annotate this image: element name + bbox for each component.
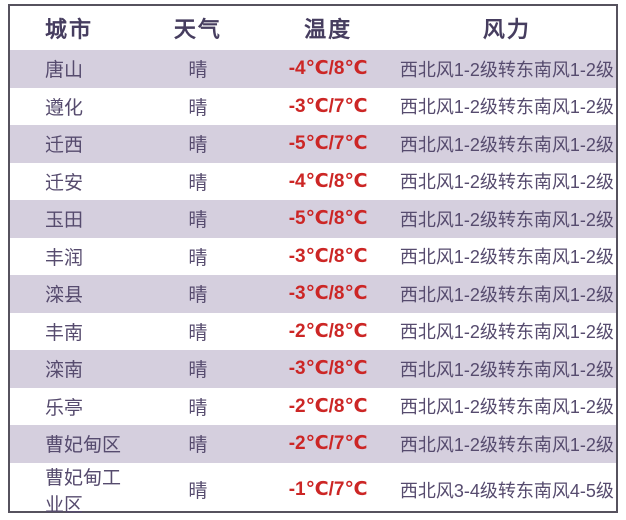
city-cell: 遵化 <box>45 97 84 119</box>
city-cell: 曹妃甸区 <box>10 425 138 463</box>
table-row: 唐山 晴 -4℃/8℃ 西北风1-2级转东南风1-2级 <box>10 50 616 88</box>
temperature-cell: -2℃/7℃ <box>258 425 398 463</box>
wind-cell: 西北风1-2级转东南风1-2级 <box>399 397 614 418</box>
temperature-cell: -3℃/8℃ <box>288 245 368 267</box>
table-row: 滦县 晴 -3℃/8℃ 西北风1-2级转东南风1-2级 <box>10 275 616 313</box>
weather-cell: 晴 <box>188 172 208 194</box>
city-cell: 滦南 <box>10 350 138 388</box>
table-row: 丰润 晴 -3℃/8℃ 西北风1-2级转东南风1-2级 <box>10 238 616 276</box>
table-body: 唐山 晴 -4℃/8℃ 西北风1-2级转东南风1-2级 遵化 晴 -3℃/7℃ … <box>10 50 616 517</box>
city-cell: 迁安 <box>45 172 84 194</box>
weather-cell: 晴 <box>137 125 259 163</box>
header-weather: 天气 <box>173 17 222 42</box>
table-row: 迁西 晴 -5℃/7℃ 西北风1-2级转东南风1-2级 <box>10 125 616 163</box>
weather-cell: 晴 <box>137 425 259 463</box>
weather-cell: 晴 <box>137 200 259 238</box>
wind-cell: 西北风1-2级转东南风1-2级 <box>397 350 616 388</box>
city-cell: 滦县 <box>10 275 138 313</box>
weather-cell: 晴 <box>188 97 208 119</box>
table-row: 曹妃甸区 晴 -2℃/7℃ 西北风1-2级转东南风1-2级 <box>10 425 616 463</box>
table-header: 城市 天气 温度 风力 <box>10 6 616 50</box>
weather-cell: 晴 <box>188 481 208 502</box>
wind-cell: 西北风1-2级转东南风1-2级 <box>397 275 616 313</box>
city-cell: 乐亭 <box>45 397 84 419</box>
temperature-cell: -3℃/8℃ <box>258 350 398 388</box>
wind-cell: 西北风1-2级转东南风1-2级 <box>397 425 616 463</box>
weather-cell: 晴 <box>188 322 208 344</box>
wind-cell: 西北风1-2级转东南风1-2级 <box>399 322 614 343</box>
table-row: 迁安 晴 -4℃/8℃ 西北风1-2级转东南风1-2级 <box>10 163 616 201</box>
city-cell: 玉田 <box>10 200 138 238</box>
table-row: 乐亭 晴 -2℃/8℃ 西北风1-2级转东南风1-2级 <box>10 388 616 426</box>
city-cell: 丰润 <box>45 247 84 269</box>
header-row: 城市 天气 温度 风力 <box>10 6 616 50</box>
weather-table-frame: 城市 天气 温度 风力 唐山 晴 -4℃/8℃ 西北风1-2级转东南风1-2级 … <box>8 4 618 516</box>
temperature-cell: -3℃/8℃ <box>258 275 398 313</box>
temperature-cell: -3℃/7℃ <box>288 95 368 117</box>
wind-cell: 西北风1-2级转东南风1-2级 <box>399 172 614 193</box>
weather-cell: 晴 <box>137 275 259 313</box>
weather-cell: 晴 <box>137 350 259 388</box>
wind-cell: 西北风1-2级转东南风1-2级 <box>399 97 614 118</box>
wind-cell: 西北风1-2级转东南风1-2级 <box>397 200 616 238</box>
table-row: 曹妃甸工业区 晴 -1℃/7℃ 西北风3-4级转东南风4-5级 <box>10 463 616 517</box>
weather-cell: 晴 <box>188 247 208 269</box>
wind-cell: 西北风3-4级转东南风4-5级 <box>399 480 614 501</box>
city-cell: 丰南 <box>45 322 84 344</box>
temperature-cell: -5℃/7℃ <box>258 125 398 163</box>
table-row: 丰南 晴 -2℃/8℃ 西北风1-2级转东南风1-2级 <box>10 313 616 351</box>
city-cell: 迁西 <box>10 125 138 163</box>
wind-cell: 西北风1-2级转东南风1-2级 <box>397 125 616 163</box>
weather-cell: 晴 <box>137 50 259 88</box>
header-city: 城市 <box>45 17 94 42</box>
wind-cell: 西北风1-2级转东南风1-2级 <box>397 50 616 88</box>
temperature-cell: -4℃/8℃ <box>288 170 368 192</box>
table-row: 玉田 晴 -5℃/8℃ 西北风1-2级转东南风1-2级 <box>10 200 616 238</box>
weather-cell: 晴 <box>188 397 208 419</box>
temperature-cell: -4℃/8℃ <box>258 50 398 88</box>
city-cell: 曹妃甸工业区 <box>45 467 122 516</box>
temperature-cell: -2℃/8℃ <box>288 395 368 417</box>
city-cell: 唐山 <box>10 50 138 88</box>
header-wind: 风力 <box>482 17 531 42</box>
table-row: 遵化 晴 -3℃/7℃ 西北风1-2级转东南风1-2级 <box>10 88 616 126</box>
temperature-cell: -2℃/8℃ <box>288 320 368 342</box>
table-row: 滦南 晴 -3℃/8℃ 西北风1-2级转东南风1-2级 <box>10 350 616 388</box>
temperature-cell: -5℃/8℃ <box>258 200 398 238</box>
header-temperature: 温度 <box>304 17 353 42</box>
temperature-cell: -1℃/7℃ <box>288 479 368 500</box>
wind-cell: 西北风1-2级转东南风1-2级 <box>399 247 614 268</box>
weather-table: 城市 天气 温度 风力 唐山 晴 -4℃/8℃ 西北风1-2级转东南风1-2级 … <box>10 6 616 517</box>
